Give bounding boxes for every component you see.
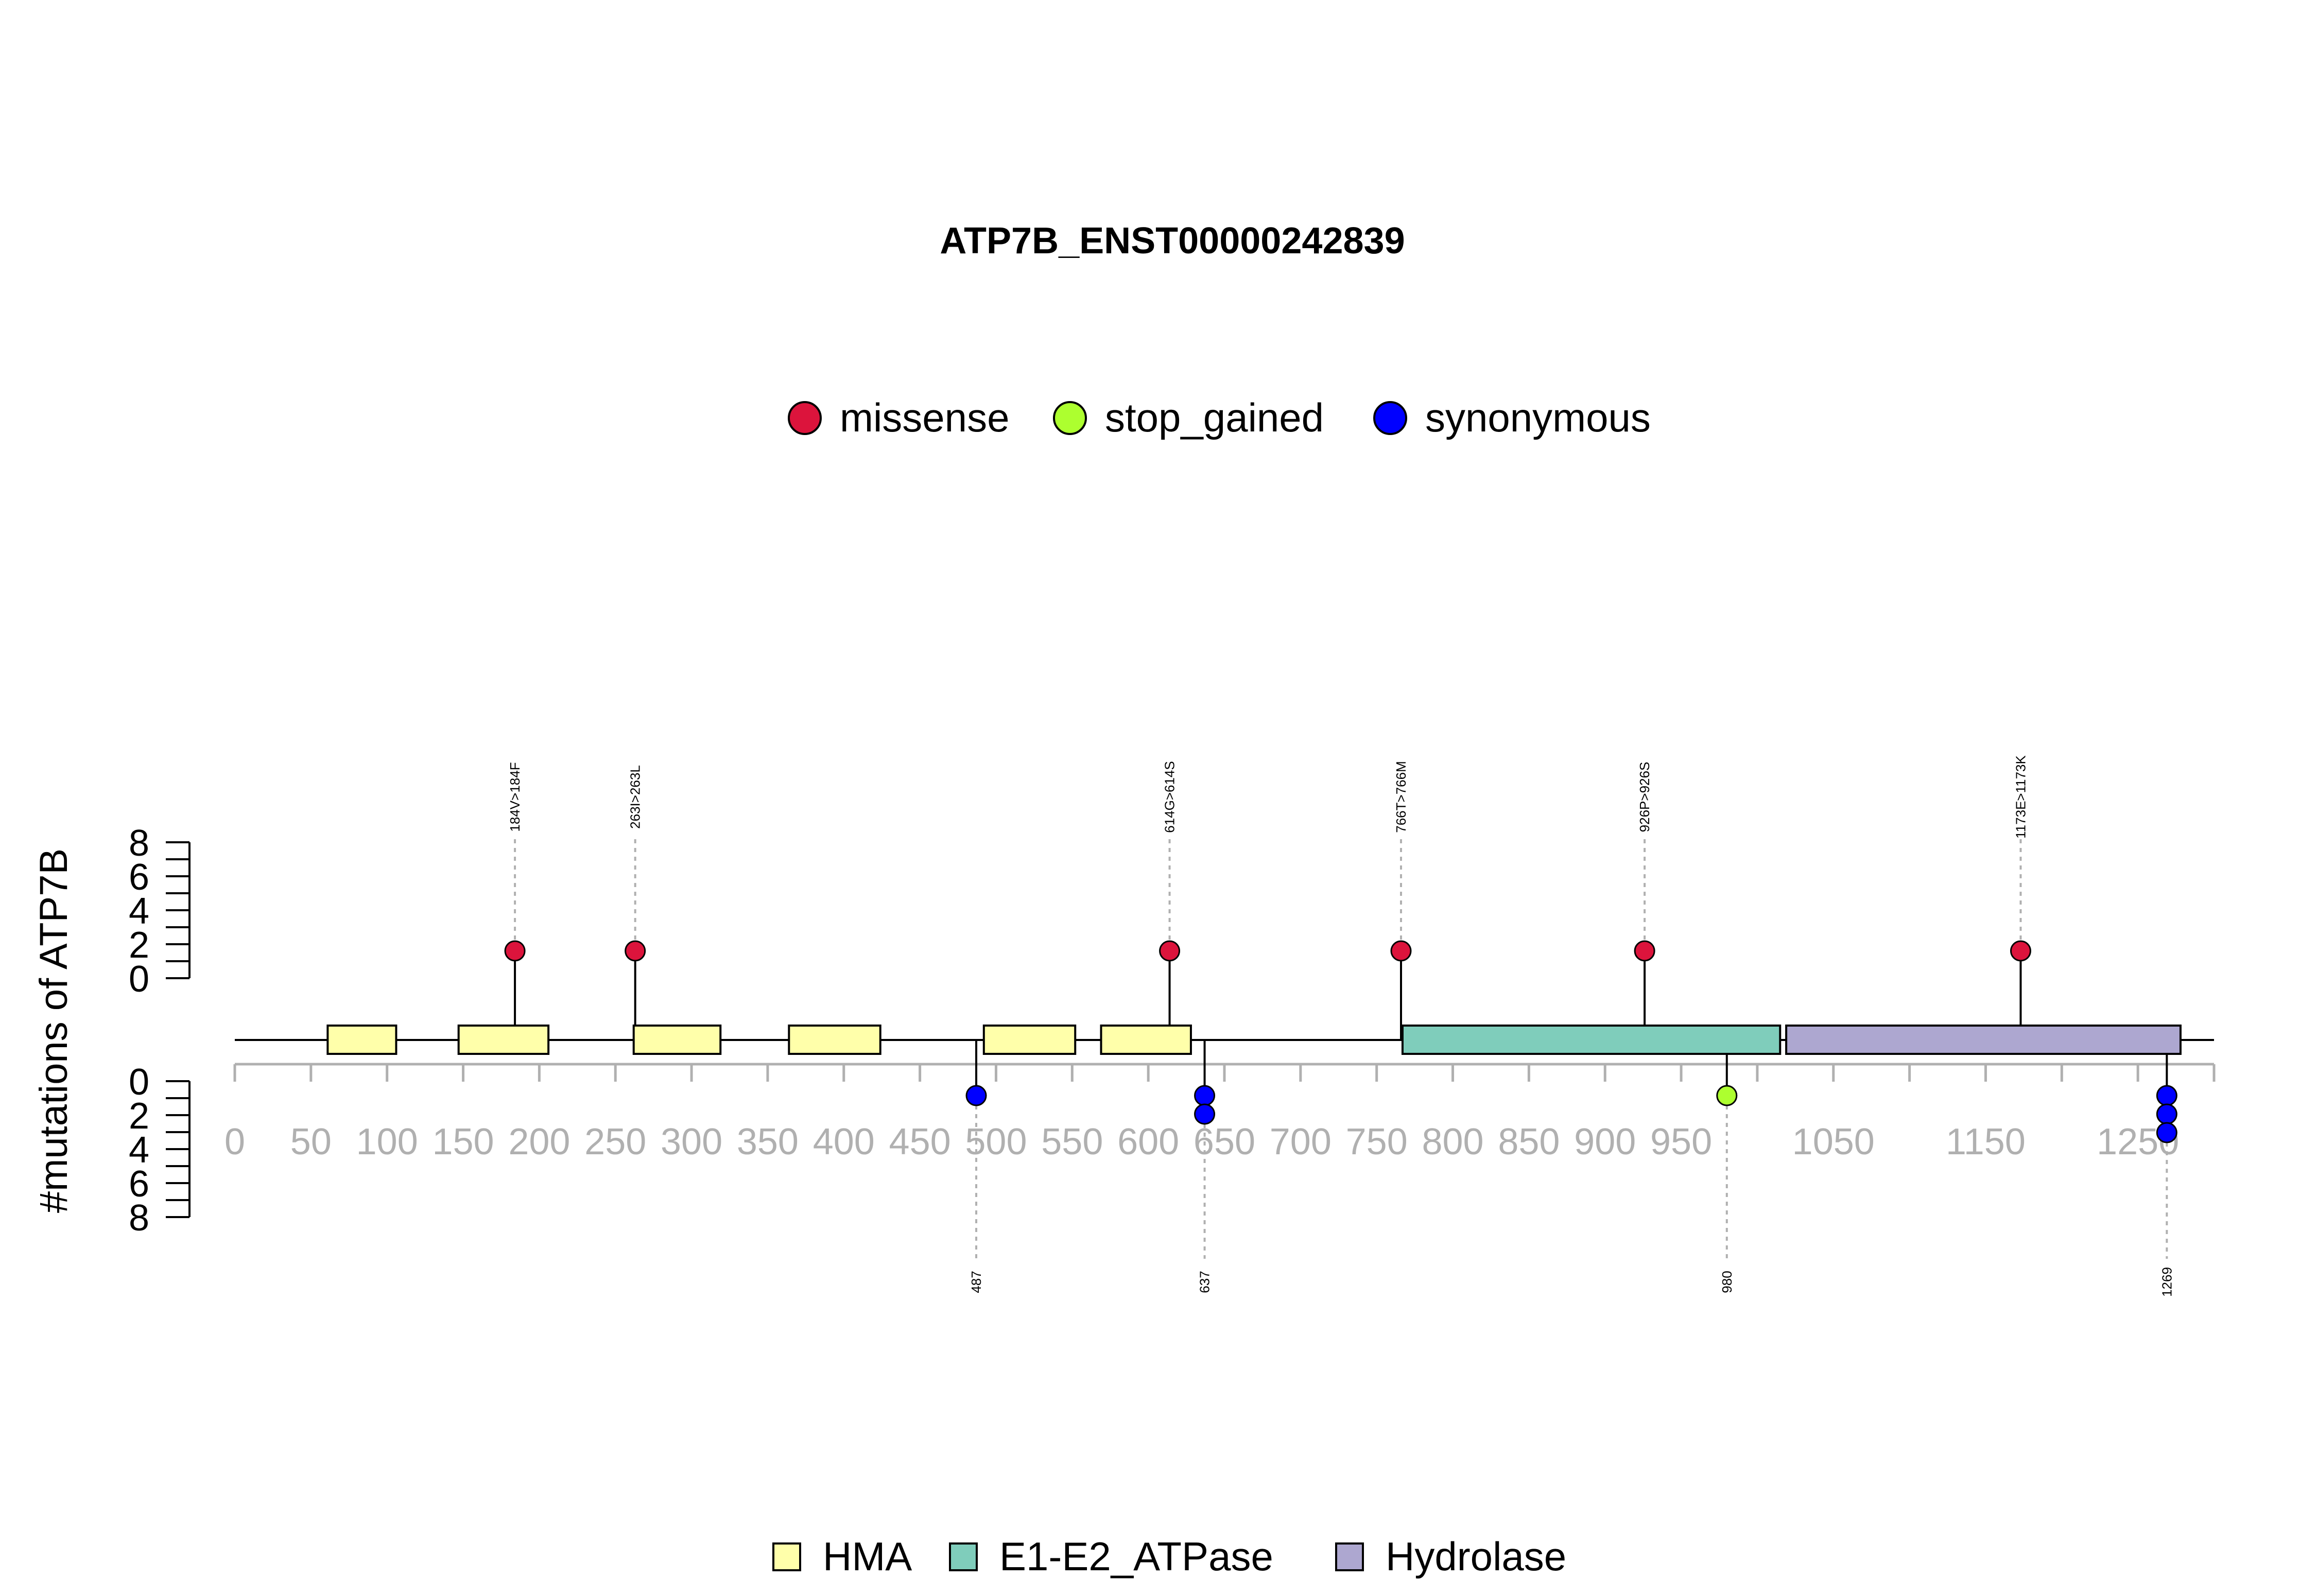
x-tick-label-650: 650 (1194, 1121, 1255, 1163)
upper-count-axis-label-8: 8 (129, 823, 149, 864)
lower-count-axis-label-0: 0 (129, 1062, 149, 1103)
x-tick-label-350: 350 (737, 1121, 799, 1163)
mutation-point-synonymous (1194, 1103, 1216, 1125)
x-tick-label-500: 500 (965, 1121, 1027, 1163)
x-tick-label-750: 750 (1346, 1121, 1408, 1163)
legend-label: E1-E2_ATPase (999, 1534, 1273, 1579)
mutation-263i-263l: 263I>263L (625, 765, 646, 1040)
mutation-point-stop_gained (1716, 1085, 1738, 1106)
legend-swatch (949, 1542, 978, 1571)
upper-count-axis-label-0: 0 (129, 959, 149, 1000)
mutation-614g-614s: 614G>614S (1159, 761, 1181, 1040)
mutation-label: 926P>926S (1637, 762, 1652, 832)
x-tick-label-450: 450 (889, 1121, 951, 1163)
mutation-184v-184f: 184V>184F (504, 762, 526, 1040)
x-tick-label-950: 950 (1650, 1121, 1712, 1163)
x-tick-label-50: 50 (290, 1121, 332, 1163)
mutation-label: 487 (969, 1271, 984, 1293)
domain-type-legend: HMA E1-E2_ATPase Hydrolase (772, 1534, 1566, 1579)
x-tick-label-850: 850 (1498, 1121, 1560, 1163)
legend-label: synonymous (1425, 395, 1651, 440)
mutation-1173e-1173k: 1173E>1173K (2010, 755, 2031, 1040)
mutation-label: 637 (1197, 1271, 1213, 1293)
x-tick-label-400: 400 (813, 1121, 875, 1163)
legend-label: missense (840, 395, 1009, 440)
mutation-point-missense (1159, 940, 1181, 962)
mutation-487: 487 (965, 1040, 987, 1293)
x-tick-label-300: 300 (661, 1121, 722, 1163)
domain-hma (788, 1025, 881, 1055)
x-tick-label-0: 0 (224, 1121, 245, 1163)
mutation-point-missense (2010, 940, 2031, 962)
legend-marker (788, 401, 822, 435)
lower-count-axis-label-8: 8 (129, 1198, 149, 1239)
legend-swatch (1335, 1542, 1364, 1571)
legend-item-missense: missense (788, 395, 1009, 440)
domain-hma (982, 1025, 1077, 1055)
mutation-label: 614G>614S (1162, 761, 1178, 833)
mutation-point-missense (1634, 940, 1655, 962)
legend-item-synonymous: synonymous (1373, 395, 1651, 440)
mutation-point-synonymous (1194, 1085, 1216, 1106)
domain-hma (326, 1025, 397, 1055)
mutation-926p-926s: 926P>926S (1634, 762, 1655, 1040)
x-tick-label-200: 200 (508, 1121, 570, 1163)
x-tick-label-1050: 1050 (1792, 1121, 1875, 1163)
mutation-point-synonymous (2156, 1085, 2177, 1106)
legend-swatch (772, 1542, 801, 1571)
x-tick-label-900: 900 (1574, 1121, 1636, 1163)
mutation-980: 980 (1716, 1040, 1738, 1293)
mutation-type-legend: missense stop_gained synonymous (788, 395, 1651, 440)
mutation-label: 980 (1719, 1271, 1735, 1293)
mutation-label: 1173E>1173K (2013, 755, 2028, 838)
lower-count-axis-label-4: 4 (129, 1130, 149, 1171)
x-tick-label-600: 600 (1117, 1121, 1179, 1163)
legend-item-stop-gained: stop_gained (1053, 395, 1324, 440)
chart-title: ATP7B_ENST00000242839 (940, 220, 1405, 262)
x-tick-label-700: 700 (1270, 1121, 1332, 1163)
mutation-766t-766m: 766T>766M (1390, 761, 1412, 1040)
mutation-point-synonymous (2156, 1103, 2177, 1125)
mutation-point-synonymous (965, 1085, 987, 1106)
mutation-1269: 1269 (2156, 1040, 2177, 1297)
mutation-point-synonymous (2156, 1122, 2177, 1143)
mutation-label: 1269 (2159, 1267, 2174, 1297)
upper-count-axis-label-2: 2 (129, 925, 149, 966)
mutation-label: 766T>766M (1393, 761, 1409, 832)
x-tick-label-250: 250 (584, 1121, 646, 1163)
legend-marker (1373, 401, 1407, 435)
legend-label: stop_gained (1105, 395, 1324, 440)
legend-item-hydrolase: Hydrolase (1335, 1534, 1566, 1579)
mutation-point-missense (504, 940, 526, 962)
legend-item-e1-e2-atpase: E1-E2_ATPase (949, 1534, 1273, 1579)
legend-label: HMA (823, 1534, 912, 1579)
mutation-label: 263I>263L (628, 765, 643, 829)
mutation-point-missense (1390, 940, 1412, 962)
domain-hydrolase (1785, 1025, 2182, 1055)
x-tick-label-800: 800 (1422, 1121, 1483, 1163)
x-tick-label-1150: 1150 (1946, 1121, 2026, 1163)
legend-item-hma: HMA (772, 1534, 912, 1579)
domain-hma (632, 1025, 722, 1055)
x-tick-label-550: 550 (1041, 1121, 1103, 1163)
upper-count-axis-label-6: 6 (129, 857, 149, 898)
domain-hma (1100, 1025, 1192, 1055)
mutation-637: 637 (1194, 1040, 1216, 1293)
lower-count-axis-label-2: 2 (129, 1096, 149, 1137)
upper-count-axis-label-4: 4 (129, 891, 149, 932)
lower-count-axis-label-6: 6 (129, 1164, 149, 1205)
x-tick-label-100: 100 (356, 1121, 418, 1163)
y-axis-label: #mutations of ATP7B (32, 848, 76, 1213)
legend-label: Hydrolase (1386, 1534, 1566, 1579)
mutation-label: 184V>184F (507, 762, 523, 831)
legend-marker (1053, 401, 1087, 435)
mutation-point-missense (625, 940, 646, 962)
x-tick-label-150: 150 (432, 1121, 494, 1163)
plot-area: 0 50 100 150 200 250 300 350 400 450 500 550 600 650 7… (129, 755, 2216, 1297)
domain-e1-e2-atpase (1401, 1025, 1782, 1055)
domain-hma (457, 1025, 550, 1055)
